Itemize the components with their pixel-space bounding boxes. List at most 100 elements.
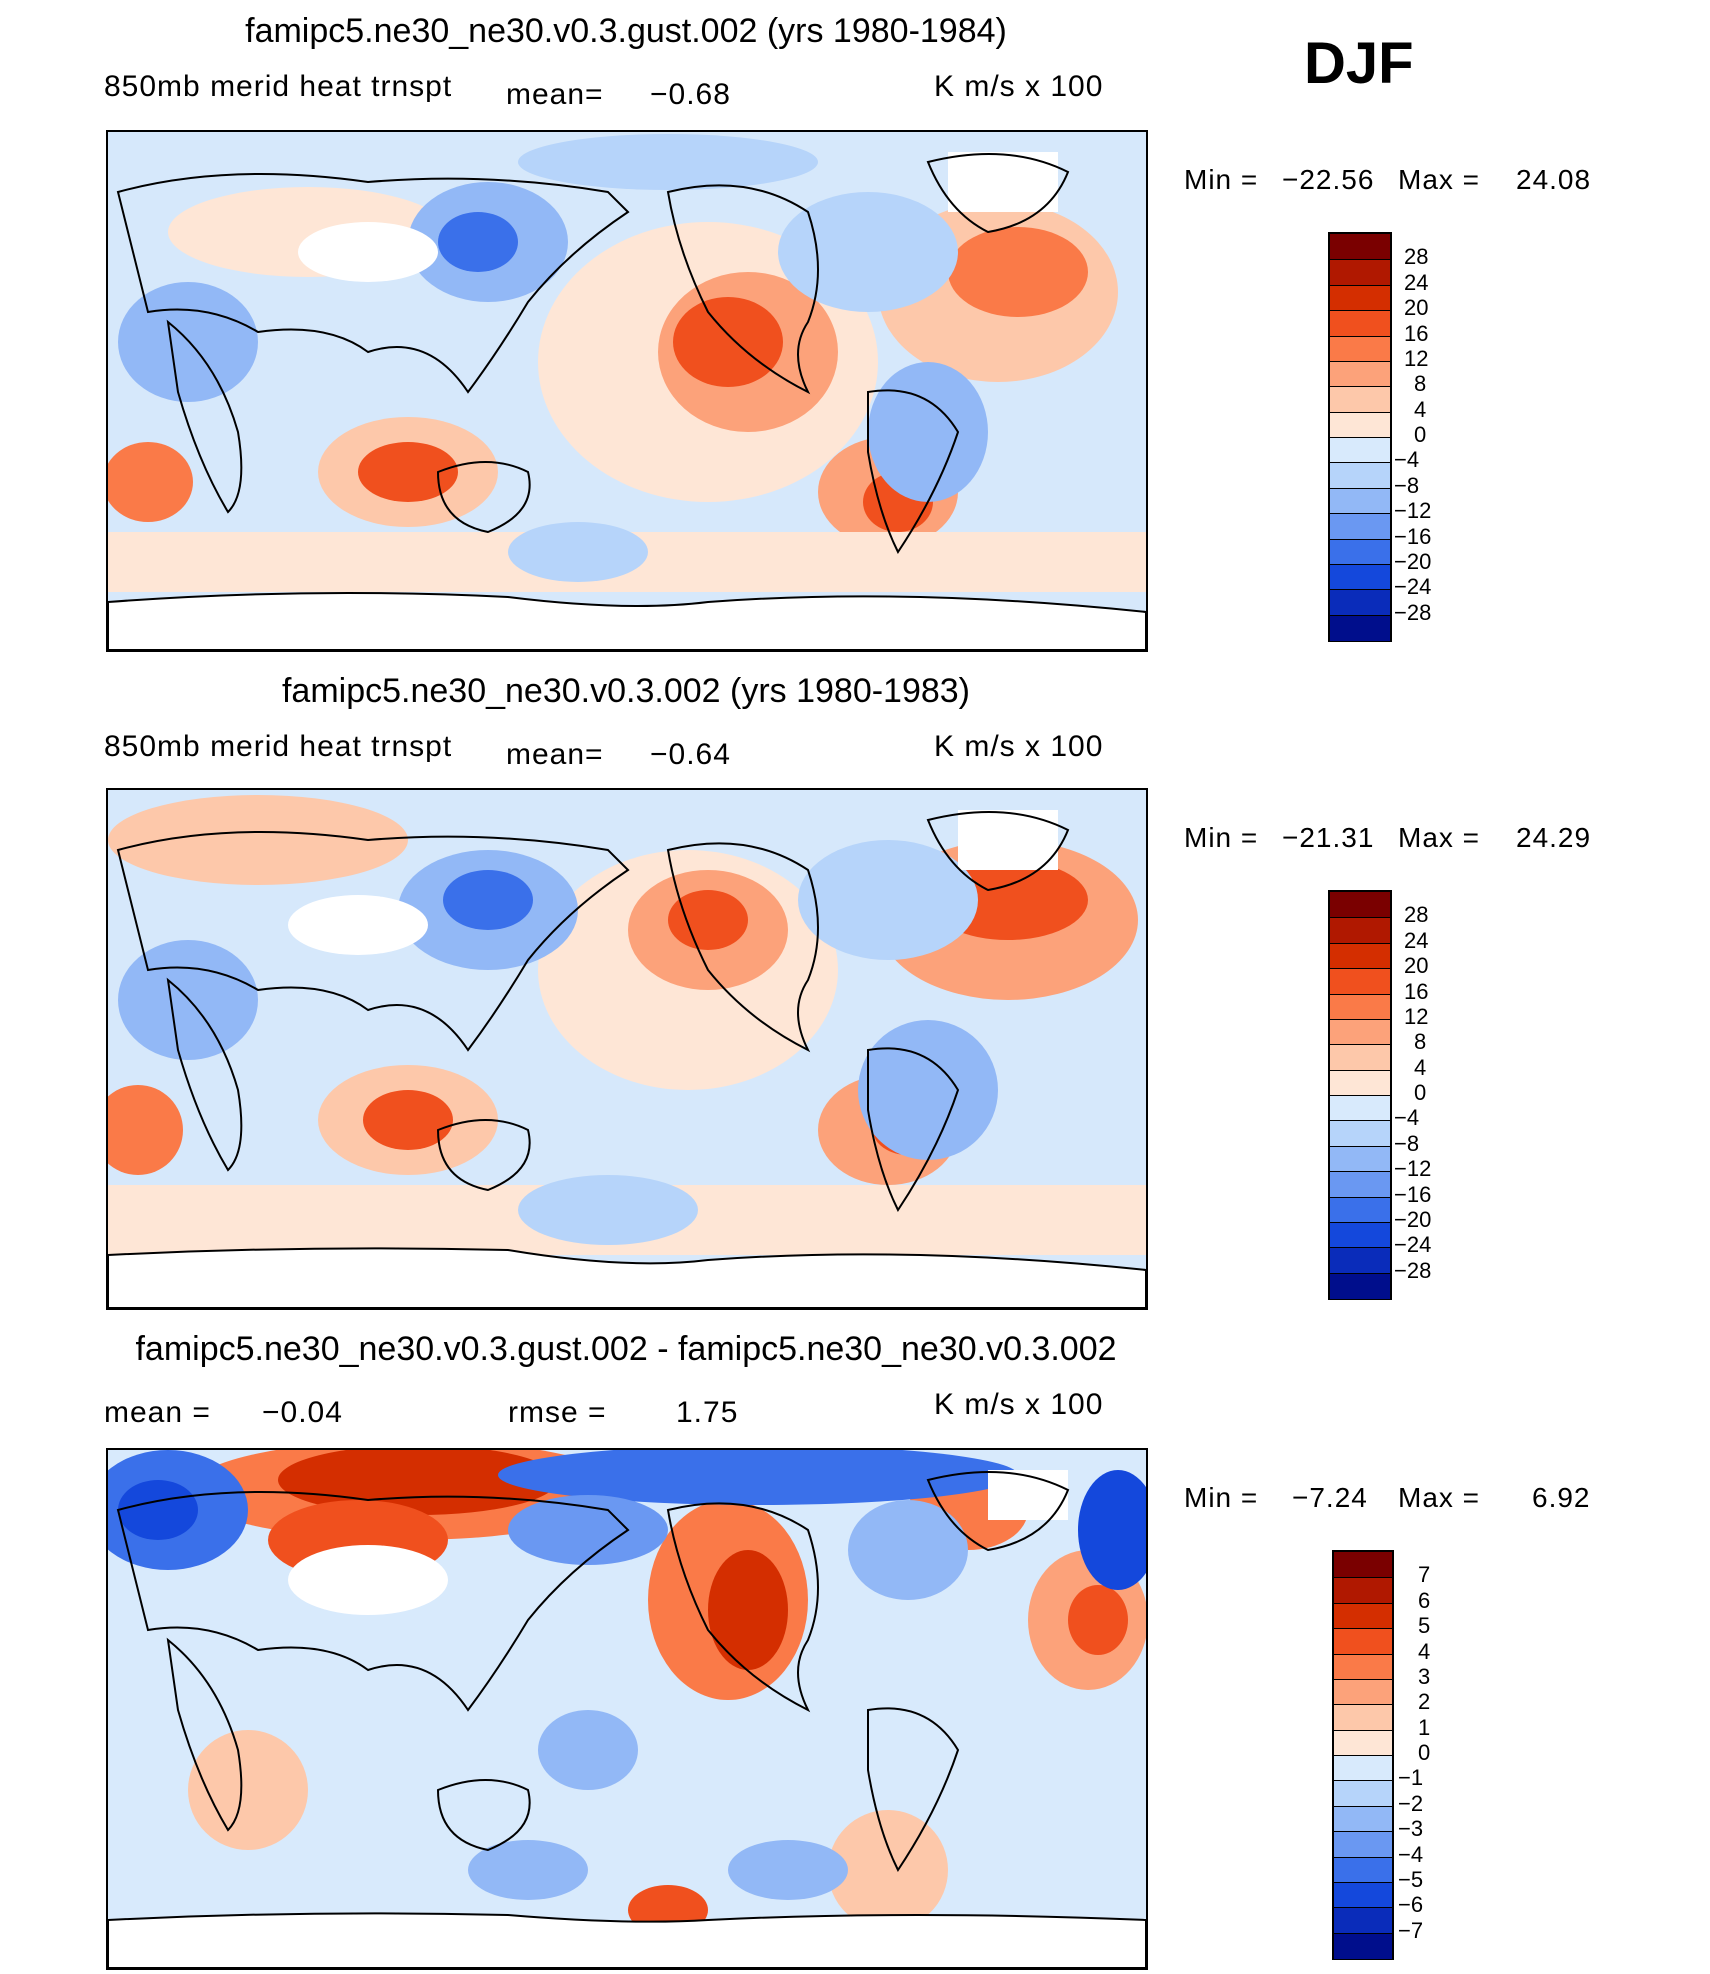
colorbar-tick-label: 28 (1404, 244, 1429, 270)
panel-1-max-label: Max = (1398, 164, 1481, 195)
colorbar-tick-label: 12 (1404, 1003, 1429, 1029)
missing-region (288, 1545, 448, 1615)
colorbar-tick-label: −24 (1394, 574, 1432, 600)
panel-3-rmse-label: rmse = (508, 1396, 607, 1429)
colorbar-tick-label: −2 (1398, 1790, 1424, 1816)
colorbar-swatch (1330, 1069, 1390, 1096)
panel-2-mean-value: −0.64 (650, 738, 731, 771)
colorbar-tick-label: 24 (1404, 927, 1429, 953)
contour-fill (858, 1020, 998, 1160)
colorbar-swatch (1330, 259, 1390, 286)
missing-region (988, 1470, 1068, 1520)
contour-fill (518, 134, 818, 190)
colorbar-tick-label: 0 (1414, 1080, 1427, 1105)
panel-2-colorbar (1328, 890, 1392, 1300)
colorbar-tick-label: −8 (1394, 1130, 1420, 1156)
panel-1-min-label: Min = (1184, 164, 1259, 195)
colorbar-tick-label: −16 (1394, 523, 1432, 549)
colorbar-tick-label: 28 (1404, 902, 1429, 928)
colorbar-tick-label: 1 (1418, 1714, 1431, 1740)
colorbar-swatch (1330, 1171, 1390, 1198)
colorbar-swatch (1334, 1856, 1392, 1883)
panel-1-max-value: 24.08 (1516, 164, 1592, 195)
contour-fill (1068, 1585, 1128, 1655)
contour-fill (363, 1090, 453, 1150)
colorbar-tick-label: 4 (1414, 1054, 1427, 1080)
panel-3-max-value: 6.92 (1532, 1482, 1591, 1513)
missing-region (288, 895, 428, 955)
colorbar-swatch (1334, 1831, 1392, 1858)
colorbar-swatch (1334, 1653, 1392, 1680)
colorbar-tick-label: −4 (1394, 447, 1420, 473)
colorbar-swatch (1334, 1780, 1392, 1807)
colorbar-tick-label: −3 (1398, 1816, 1424, 1842)
colorbar-swatch (1330, 538, 1390, 565)
coastlines (116, 153, 1070, 554)
panel-3-units: K m/s x 100 (934, 1388, 1104, 1421)
colorbar-swatch (1330, 1044, 1390, 1071)
panel-1-colorbar (1328, 232, 1392, 642)
panel-1-title: famipc5.ne30_ne30.v0.3.gust.002 (yrs 198… (245, 12, 1007, 50)
colorbar-swatch (1330, 234, 1390, 260)
colorbar-tick-label: −4 (1398, 1841, 1424, 1867)
colorbar-swatch (1330, 892, 1390, 918)
colorbar-swatch (1330, 589, 1390, 616)
colorbar-swatch (1334, 1704, 1392, 1731)
contour-fill (868, 362, 988, 502)
colorbar-tick-label: −12 (1394, 498, 1432, 524)
colorbar-swatch (1330, 968, 1390, 995)
colorbar-tick-label: −6 (1398, 1892, 1424, 1918)
colorbar-tick-label: −28 (1394, 599, 1432, 625)
panel-1-mean-label: mean= (506, 78, 604, 111)
colorbar-swatch (1330, 1018, 1390, 1046)
antarctica (108, 1912, 1146, 1968)
contour-fill (948, 227, 1088, 317)
contour-fill (188, 1730, 308, 1850)
panel-2-variable-label: 850mb merid heat trnspt (104, 730, 453, 763)
panel-3-mean-label: mean = (104, 1396, 211, 1429)
colorbar-swatch (1334, 1881, 1392, 1909)
colorbar-tick-label: −5 (1398, 1866, 1424, 1892)
contour-fill (118, 1480, 198, 1540)
contour-fill (668, 890, 748, 950)
colorbar-swatch (1330, 917, 1390, 944)
panel-2-mean-label: mean= (506, 738, 604, 771)
colorbar-swatch (1330, 310, 1390, 337)
panel-1-variable-label: 850mb merid heat trnspt (104, 70, 453, 103)
colorbar-swatch (1334, 1602, 1392, 1630)
contour-fill (108, 442, 193, 522)
contour-fill (278, 1450, 558, 1515)
colorbar-swatch (1330, 386, 1390, 413)
contour-fill (438, 212, 518, 272)
colorbar-tick-label: 0 (1418, 1740, 1431, 1765)
colorbar-tick-label: −20 (1394, 1206, 1432, 1232)
coastlines (116, 1471, 1070, 1872)
colorbar-tick-label: 0 (1414, 422, 1427, 447)
colorbar-tick-label: 7 (1418, 1562, 1431, 1588)
panel-1-units: K m/s x 100 (934, 70, 1104, 103)
antarctica (108, 1247, 1146, 1308)
colorbar-swatch (1330, 614, 1390, 641)
colorbar-tick-label: −1 (1398, 1765, 1424, 1791)
colorbar-swatch (1330, 1247, 1390, 1274)
contour-fill (778, 192, 958, 312)
colorbar-tick-label: −28 (1394, 1257, 1432, 1283)
colorbar-swatch (1334, 1552, 1392, 1578)
contour-fill (108, 795, 408, 885)
colorbar-swatch (1330, 563, 1390, 591)
missing-region (948, 152, 1058, 212)
contour-fill (518, 1175, 698, 1245)
colorbar-tick-label: 5 (1418, 1613, 1431, 1639)
contour-fill (498, 1450, 1018, 1505)
colorbar-swatch (1330, 411, 1390, 438)
colorbar-swatch (1334, 1755, 1392, 1782)
panel-1-map (106, 130, 1148, 652)
colorbar-tick-label: −4 (1394, 1105, 1420, 1131)
colorbar-tick-label: −7 (1398, 1917, 1424, 1943)
contour-fill (118, 282, 258, 402)
panel-3-colorbar (1332, 1550, 1394, 1960)
panel-3-min-label: Min = (1184, 1482, 1259, 1513)
colorbar-swatch (1334, 1577, 1392, 1604)
panel-2-max-label: Max = (1398, 822, 1481, 853)
contour-fill (673, 297, 783, 387)
